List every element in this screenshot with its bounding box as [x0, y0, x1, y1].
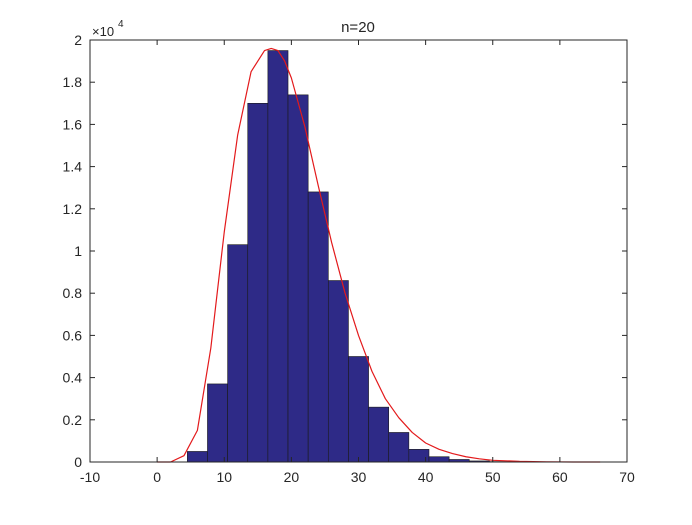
y-tick-label: 1.4 [63, 159, 83, 175]
x-tick-label: 20 [284, 469, 300, 485]
x-tick-label: -10 [80, 469, 100, 485]
histogram-bar [268, 51, 288, 462]
histogram-bar [248, 103, 268, 462]
y-tick-label: 2 [74, 32, 82, 48]
histogram-bar [389, 432, 409, 462]
y-exponent-power: 4 [118, 19, 124, 30]
histogram-bar [348, 357, 368, 463]
histogram-bar [207, 384, 227, 462]
y-tick-label: 0.8 [63, 285, 83, 301]
histogram-bar [288, 95, 308, 462]
histogram-bar [187, 451, 207, 462]
x-tick-label: 0 [153, 469, 161, 485]
x-tick-label: 10 [216, 469, 232, 485]
histogram-bar [328, 281, 348, 462]
y-tick-label: 0.4 [63, 370, 83, 386]
histogram-bar [228, 245, 248, 462]
histogram-bar [308, 192, 328, 462]
y-tick-label: 1.2 [63, 201, 83, 217]
x-tick-label: 60 [552, 469, 568, 485]
histogram-bar [429, 457, 449, 462]
chart-title: n=20 [341, 19, 375, 36]
y-tick-label: 0 [74, 454, 82, 470]
x-tick-label: 70 [619, 469, 635, 485]
y-exponent-multiplier: ×10 [92, 24, 114, 39]
y-tick-label: 1.6 [63, 116, 83, 132]
y-tick-label: 0.2 [63, 412, 83, 428]
x-tick-label: 50 [485, 469, 501, 485]
x-tick-label: 30 [351, 469, 367, 485]
histogram-bar [369, 407, 389, 462]
y-tick-label: 1 [74, 243, 82, 259]
y-tick-label: 1.8 [63, 74, 83, 90]
y-tick-label: 0.6 [63, 327, 83, 343]
x-tick-label: 40 [418, 469, 434, 485]
